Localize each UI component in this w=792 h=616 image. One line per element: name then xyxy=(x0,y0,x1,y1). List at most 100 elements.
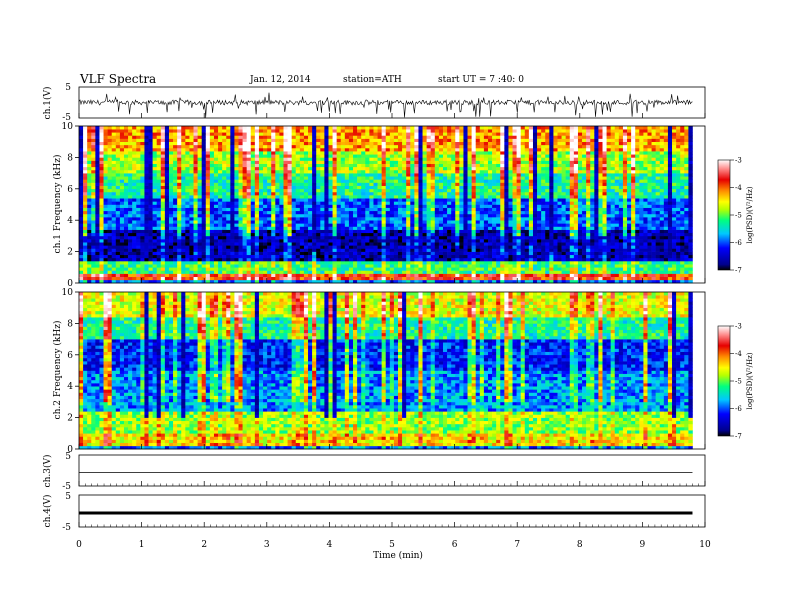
spectrogram-cell xyxy=(87,213,92,218)
spectrogram-cell xyxy=(213,188,219,193)
spectrogram-cell xyxy=(471,157,477,161)
spectrogram-cell xyxy=(246,223,252,227)
spectrogram-cell xyxy=(103,201,108,205)
spectrogram-cell xyxy=(287,166,292,171)
spectrogram-cell xyxy=(242,151,247,155)
spectrogram-cell xyxy=(291,251,297,256)
spectrogram-cell xyxy=(193,267,198,271)
spectrogram-cell xyxy=(455,232,460,237)
spectrogram-cell xyxy=(381,135,387,139)
spectrogram-cell xyxy=(377,160,382,164)
spectrogram-cell xyxy=(369,188,374,193)
spectrogram-cell xyxy=(103,279,108,284)
spectrogram-cell xyxy=(168,245,174,249)
spectrogram-cell xyxy=(398,235,403,240)
spectrogram-cell xyxy=(447,270,452,274)
spectrogram-cell xyxy=(422,251,427,256)
spectrogram-cell xyxy=(336,217,342,221)
spectrogram-cell xyxy=(422,144,427,149)
spectrogram-cell xyxy=(103,267,108,271)
spectrogram-cell xyxy=(377,242,382,246)
spectrogram-cell xyxy=(348,276,354,281)
spectrogram-cell xyxy=(128,239,133,243)
spectrogram-cell xyxy=(373,213,378,218)
spectrogram-cell xyxy=(119,198,125,202)
spectrogram-cell xyxy=(107,157,113,161)
spectrogram-cell xyxy=(295,157,301,161)
spectrogram-cell xyxy=(218,248,223,252)
spectrogram-cell xyxy=(103,198,108,202)
spectrogram-cell xyxy=(242,273,247,278)
spectrogram-cell xyxy=(299,254,305,259)
spectrogram-cell xyxy=(123,264,129,268)
spectrogram-cell xyxy=(173,151,178,155)
spectrogram-cell xyxy=(459,182,464,186)
spectrogram-cell xyxy=(373,129,378,133)
spectrogram-cell xyxy=(213,179,219,183)
spectrogram-cell xyxy=(181,198,186,202)
spectrogram-cell xyxy=(381,160,387,164)
spectrogram-cell xyxy=(103,129,108,133)
spectrogram-cell xyxy=(254,223,260,227)
spectrogram-cell xyxy=(128,242,133,246)
spectrogram-cell xyxy=(475,176,481,180)
spectrogram-cell xyxy=(173,242,178,246)
spectrogram-cell xyxy=(123,279,129,284)
spectrogram-cell xyxy=(295,195,301,199)
spectrogram-cell xyxy=(332,226,337,230)
spectrogram-cell xyxy=(332,132,337,136)
spectrogram-cell xyxy=(348,160,354,164)
spectrogram-cell xyxy=(144,210,149,215)
spectrogram-cell xyxy=(381,163,387,168)
spectrogram-cell xyxy=(148,191,153,196)
spectrogram-cell xyxy=(91,163,96,168)
spectrogram-cell xyxy=(218,276,223,281)
spectrogram-cell xyxy=(373,229,378,234)
spectrogram-cell xyxy=(426,232,432,237)
spectrogram-cell xyxy=(447,217,452,221)
spectrogram-cell xyxy=(242,173,247,177)
spectrogram-cell xyxy=(103,141,108,146)
spectrogram-cell xyxy=(467,235,472,240)
spectrogram-cell xyxy=(283,182,288,186)
spectrogram-cell xyxy=(173,207,178,212)
spectrogram-cell xyxy=(103,264,108,268)
spectrogram-cell xyxy=(406,229,411,234)
spectrogram-cell xyxy=(434,141,440,146)
spectrogram-cell xyxy=(132,173,137,177)
spectrogram-cell xyxy=(471,179,477,183)
spectrogram-cell xyxy=(242,154,247,158)
spectrogram-cell xyxy=(189,276,194,281)
spectrogram-cell xyxy=(209,242,215,246)
spectrogram-cell xyxy=(144,267,149,271)
spectrogram-cell xyxy=(222,207,227,212)
spectrogram-cell xyxy=(230,176,235,180)
spectrogram-cell xyxy=(246,226,252,230)
spectrogram-cell xyxy=(160,182,166,186)
spectrogram-cell xyxy=(467,182,472,186)
spectrogram-cell xyxy=(479,276,485,281)
spectrogram-cell xyxy=(434,207,440,212)
spectrogram-cell xyxy=(209,126,215,130)
spectrogram-cell xyxy=(144,182,149,186)
spectrogram-cell xyxy=(168,135,174,139)
spectrogram-cell xyxy=(123,276,129,281)
spectrogram-cell xyxy=(475,182,481,186)
spectrogram-cell xyxy=(287,147,292,152)
spectrogram-cell xyxy=(459,147,464,152)
spectrogram-cell xyxy=(308,232,313,237)
spectrogram-cell xyxy=(107,232,113,237)
spectrogram-cell xyxy=(258,232,264,237)
spectrogram-cell xyxy=(168,129,174,133)
spectrogram-cell xyxy=(402,195,407,199)
spectrogram-cell xyxy=(283,261,288,265)
spectrogram-cell xyxy=(443,163,448,168)
spectrogram-cell xyxy=(299,141,305,146)
spectrogram-cell xyxy=(103,235,108,240)
spectrogram-cell xyxy=(254,239,260,243)
spectrogram-cell xyxy=(250,188,256,193)
spectrogram-cell xyxy=(389,220,395,224)
spectrogram-cell xyxy=(483,254,489,259)
spectrogram-cell xyxy=(83,141,88,146)
spectrogram-cell xyxy=(177,157,182,161)
